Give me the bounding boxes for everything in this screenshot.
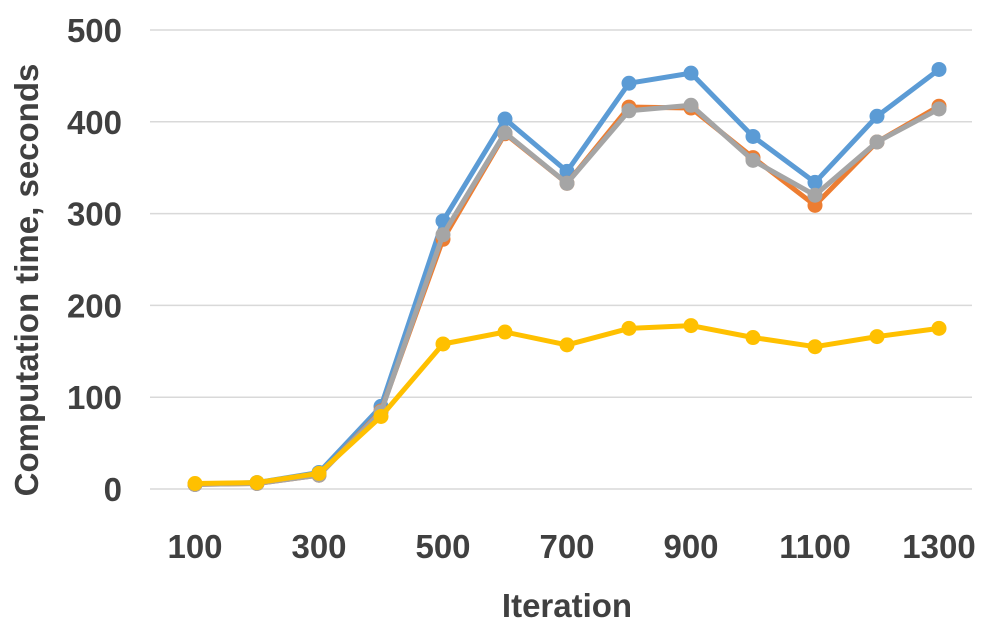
data-point xyxy=(621,75,637,91)
data-point xyxy=(497,125,513,141)
y-tick-label: 200 xyxy=(67,287,122,324)
y-tick-label: 0 xyxy=(104,471,122,508)
data-point xyxy=(559,175,575,191)
data-point xyxy=(435,227,451,243)
data-point xyxy=(745,330,761,346)
data-point xyxy=(311,465,327,481)
data-point xyxy=(683,65,699,81)
x-axis-ticks: 100 300 500 700 900 1100 1300 xyxy=(167,528,975,565)
x-tick-label: 700 xyxy=(539,528,594,565)
series-1 xyxy=(187,98,947,492)
x-tick-label: 300 xyxy=(291,528,346,565)
x-tick-label: 100 xyxy=(167,528,222,565)
series-line-0 xyxy=(192,67,942,487)
data-point xyxy=(869,134,885,150)
data-point xyxy=(869,108,885,124)
data-point xyxy=(249,475,265,491)
data-point xyxy=(621,320,637,336)
data-point xyxy=(807,187,823,203)
series-0 xyxy=(187,61,947,492)
data-point xyxy=(745,128,761,144)
x-axis-title: Iteration xyxy=(502,587,632,624)
x-tick-label: 1300 xyxy=(902,528,975,565)
data-point xyxy=(931,101,947,117)
data-point xyxy=(373,408,389,424)
series-group xyxy=(187,61,947,492)
y-tick-label: 100 xyxy=(67,379,122,416)
series-3 xyxy=(187,318,947,491)
y-axis-title: Computation time, seconds xyxy=(8,64,45,497)
data-point xyxy=(559,337,575,353)
data-point xyxy=(621,103,637,119)
series-line-1 xyxy=(192,103,942,487)
y-tick-label: 300 xyxy=(67,196,122,233)
data-point xyxy=(187,475,203,491)
x-tick-label: 900 xyxy=(663,528,718,565)
x-tick-label: 500 xyxy=(415,528,470,565)
data-point xyxy=(807,174,823,190)
gridlines xyxy=(150,29,972,490)
y-tick-label: 500 xyxy=(67,12,122,49)
data-point xyxy=(807,339,823,355)
y-axis-ticks: 0 100 200 300 400 500 xyxy=(67,12,122,508)
data-point xyxy=(683,318,699,334)
y-tick-label: 400 xyxy=(67,104,122,141)
series-2 xyxy=(187,97,947,492)
data-point xyxy=(931,61,947,77)
data-point xyxy=(497,324,513,340)
data-point xyxy=(435,336,451,352)
data-point xyxy=(683,97,699,113)
x-tick-label: 1100 xyxy=(779,528,851,565)
data-point xyxy=(745,152,761,168)
data-point xyxy=(931,320,947,336)
series-line-2 xyxy=(192,102,942,487)
data-point xyxy=(869,329,885,345)
data-point xyxy=(497,111,513,127)
